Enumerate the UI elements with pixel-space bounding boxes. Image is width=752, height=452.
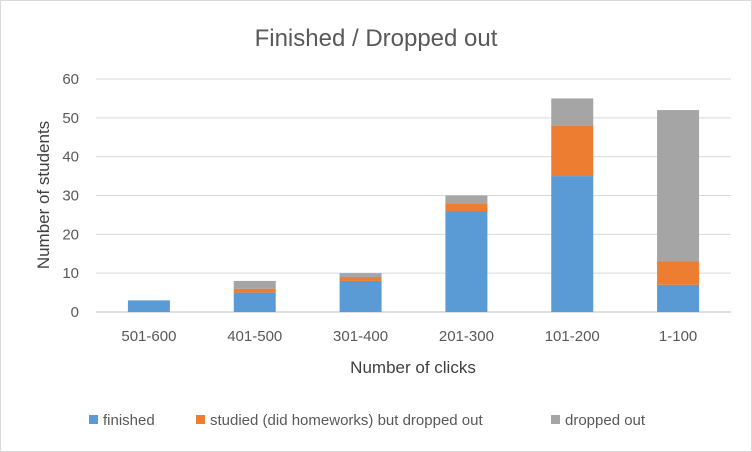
bar-segment-studied: [657, 261, 700, 285]
legend-label: finished: [103, 412, 155, 429]
x-tick-label: 501-600: [121, 328, 176, 345]
x-tick-label: 301-400: [333, 328, 388, 345]
y-tick-label: 20: [62, 226, 79, 243]
y-axis-ticks: 0 10 20 30 40 50 60: [62, 71, 79, 321]
legend: finished studied (did homeworks) but drop…: [89, 412, 646, 429]
legend-swatch: [196, 415, 205, 424]
bar-segment-finished: [445, 211, 488, 312]
x-tick-label: 201-300: [439, 328, 494, 345]
chart-title: Finished / Dropped out: [255, 25, 498, 52]
bar-segment-studied: [339, 277, 382, 281]
y-tick-label: 10: [62, 265, 79, 282]
bar-segment-dropped: [339, 273, 382, 278]
legend-swatch: [89, 415, 98, 424]
y-axis-title: Number of students: [34, 121, 53, 269]
x-tick-label: 401-500: [227, 328, 282, 345]
y-tick-label: 60: [62, 71, 79, 88]
y-tick-label: 0: [71, 304, 79, 321]
x-tick-label: 101-200: [545, 328, 600, 345]
bar-segment-finished: [233, 292, 276, 312]
y-tick-label: 40: [62, 149, 79, 166]
bar-segment-finished: [657, 284, 700, 312]
bars: [127, 98, 700, 312]
x-axis-ticks: 501-600 401-500 301-400 201-300 101-200 1-100: [121, 328, 697, 345]
bar-segment-finished: [127, 300, 170, 312]
legend-label: studied (did homeworks) but dropped out: [210, 412, 483, 429]
bar-segment-dropped: [551, 98, 594, 126]
legend-label: dropped out: [565, 412, 646, 429]
bar-segment-dropped: [657, 110, 700, 262]
bar-segment-studied: [233, 288, 276, 293]
y-tick-label: 30: [62, 188, 79, 205]
x-tick-label: 1-100: [659, 328, 697, 345]
bar-segment-finished: [551, 176, 594, 312]
bar-segment-studied: [551, 125, 594, 177]
bar-segment-dropped: [445, 195, 488, 204]
bar-segment-studied: [445, 203, 488, 212]
gridlines: [96, 78, 731, 313]
bar-segment-dropped: [233, 280, 276, 289]
legend-swatch: [551, 415, 560, 424]
bar-segment-finished: [339, 280, 382, 312]
y-tick-label: 50: [62, 110, 79, 127]
x-axis-title: Number of clicks: [350, 358, 476, 377]
